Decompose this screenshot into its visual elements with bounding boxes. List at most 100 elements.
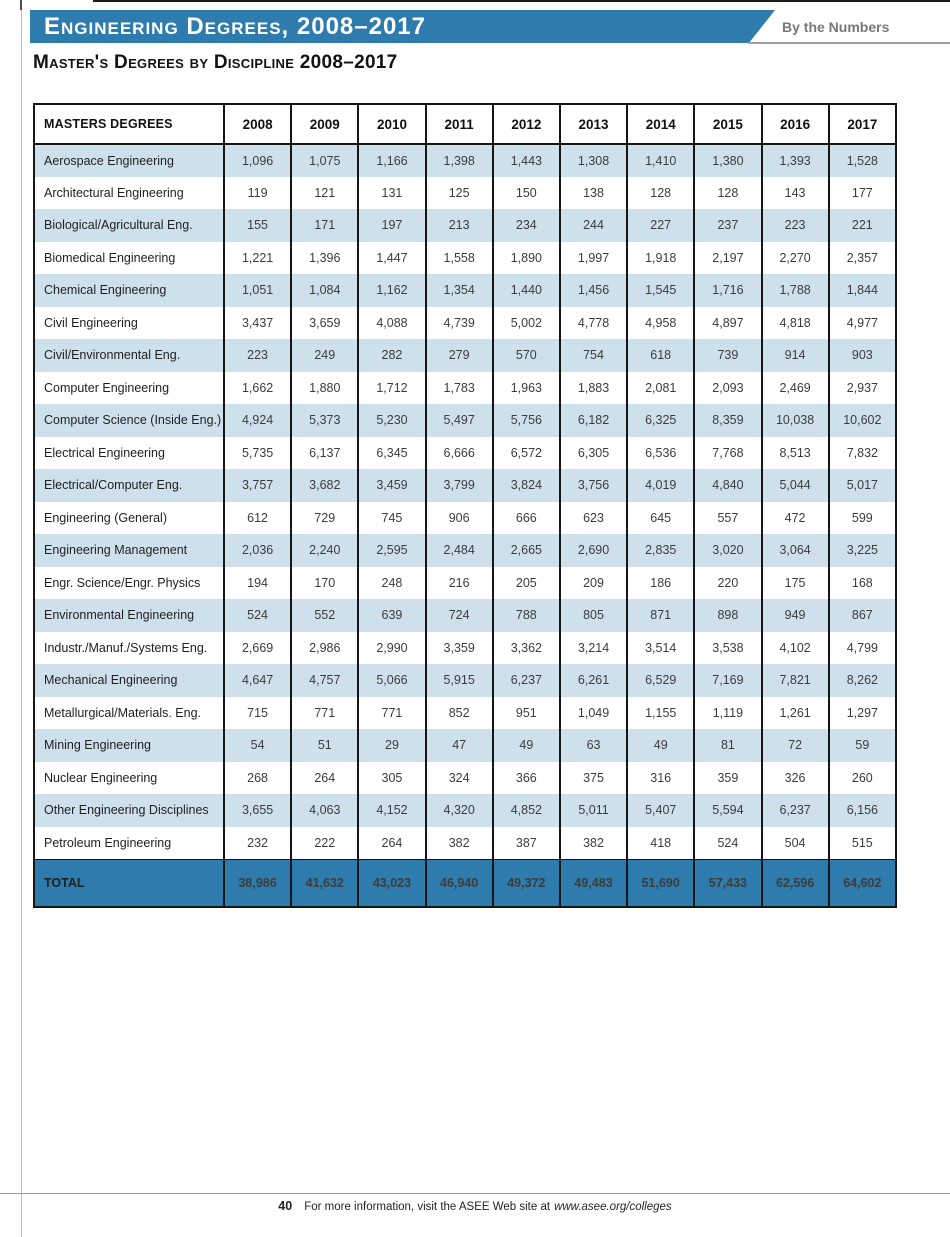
value-cell: 3,459: [357, 469, 426, 502]
year-column-header: 2016: [760, 104, 829, 145]
value-cell: 6,156: [827, 794, 896, 827]
value-cell: 5,373: [290, 404, 359, 437]
value-cell: 1,155: [626, 696, 695, 729]
value-cell: 194: [222, 566, 292, 599]
value-cell: 3,362: [491, 631, 560, 664]
section-title: Master's Degrees by Discipline 2008–2017: [33, 52, 398, 73]
value-cell: 1,410: [626, 144, 695, 177]
value-cell: 51: [290, 729, 359, 762]
value-cell: 6,325: [626, 404, 695, 437]
value-cell: 8,513: [760, 436, 829, 469]
value-cell: 949: [760, 599, 829, 632]
value-cell: 871: [626, 599, 695, 632]
discipline-label: Civil/Environmental Eng.: [34, 339, 224, 372]
total-value-cell: 49,372: [491, 858, 560, 907]
value-cell: 5,735: [222, 436, 292, 469]
value-cell: 6,182: [558, 404, 628, 437]
value-cell: 1,712: [357, 371, 426, 404]
footer-url[interactable]: www.asee.org/colleges: [554, 1201, 672, 1213]
value-cell: 1,297: [827, 696, 896, 729]
value-cell: 5,407: [626, 794, 695, 827]
value-cell: 1,221: [222, 241, 292, 274]
value-cell: 3,020: [693, 534, 762, 567]
page-footer: 40 For more information, visit the ASEE W…: [0, 1199, 950, 1213]
value-cell: 4,152: [357, 794, 426, 827]
table-row: Aerospace Engineering 1,096 1,075 1,166 1,39…: [34, 144, 896, 177]
discipline-label: Chemical Engineering: [34, 274, 224, 307]
value-cell: 418: [626, 826, 695, 859]
table-row: Mechanical Engineering 4,647 4,757 5,066 5,9…: [34, 664, 896, 697]
degrees-table-container: MASTERS DEGREES 2008 2009 2010 2011 2012 2013…: [33, 103, 897, 908]
value-cell: 2,665: [491, 534, 560, 567]
table-row: Other Engineering Disciplines 3,655 4,063 4…: [34, 794, 896, 827]
value-cell: 5,915: [424, 664, 493, 697]
value-cell: 504: [760, 826, 829, 859]
discipline-label: Metallurgical/Materials. Eng.: [44, 705, 202, 720]
value-cell: 2,270: [760, 241, 829, 274]
value-cell: 3,757: [222, 469, 292, 502]
value-cell: 10,038: [760, 404, 829, 437]
value-cell: 557: [693, 501, 762, 534]
total-value-cell: 64,602: [827, 858, 896, 907]
value-cell: 4,778: [558, 306, 628, 339]
value-cell: 2,093: [693, 371, 762, 404]
table-row: Engr. Science/Engr. Physics 194 170 248 216 2…: [34, 566, 896, 599]
value-cell: 4,799: [827, 631, 896, 664]
value-cell: 2,690: [558, 534, 628, 567]
value-cell: 771: [357, 696, 426, 729]
value-cell: 524: [222, 599, 292, 632]
value-cell: 4,320: [424, 794, 493, 827]
value-cell: 244: [558, 209, 628, 242]
value-cell: 4,840: [693, 469, 762, 502]
value-cell: 6,666: [424, 436, 493, 469]
value-cell: 4,818: [760, 306, 829, 339]
value-cell: 3,756: [558, 469, 628, 502]
value-cell: 382: [558, 826, 628, 859]
value-cell: 524: [693, 826, 762, 859]
value-cell: 221: [827, 209, 896, 242]
value-cell: 599: [827, 501, 896, 534]
value-cell: 1,354: [424, 274, 493, 307]
value-cell: 387: [491, 826, 560, 859]
value-cell: 1,084: [290, 274, 359, 307]
value-cell: 1,443: [491, 144, 560, 177]
footer-text: For more information, visit the ASEE Web…: [304, 1201, 551, 1213]
value-cell: 4,102: [760, 631, 829, 664]
year-column-header: 2011: [424, 104, 493, 145]
value-cell: 612: [222, 501, 292, 534]
value-cell: 1,119: [693, 696, 762, 729]
value-cell: 382: [424, 826, 493, 859]
value-cell: 715: [222, 696, 292, 729]
value-cell: 10,602: [827, 404, 896, 437]
value-cell: 260: [827, 761, 896, 794]
value-cell: 4,088: [357, 306, 426, 339]
value-cell: 7,169: [693, 664, 762, 697]
table-row: Environmental Engineering 524 552 639 724 788…: [34, 599, 896, 632]
value-cell: 119: [222, 176, 292, 209]
value-cell: 2,990: [357, 631, 426, 664]
value-cell: 724: [424, 599, 493, 632]
value-cell: 771: [290, 696, 359, 729]
value-cell: 1,662: [222, 371, 292, 404]
value-cell: 1,788: [760, 274, 829, 307]
value-cell: 209: [558, 566, 628, 599]
value-cell: 4,977: [827, 306, 896, 339]
total-value-cell: 49,483: [558, 858, 628, 907]
page-number: 40: [278, 1199, 293, 1213]
value-cell: 4,063: [290, 794, 359, 827]
value-cell: 754: [558, 339, 628, 372]
value-cell: 6,237: [491, 664, 560, 697]
left-margin-tick: [20, 0, 22, 10]
value-cell: 1,880: [290, 371, 359, 404]
value-cell: 150: [491, 176, 560, 209]
table-row: Architectural Engineering 119 121 131 125 150…: [34, 176, 896, 209]
value-cell: 54: [222, 729, 292, 762]
value-cell: 1,963: [491, 371, 560, 404]
total-value-cell: 38,986: [222, 858, 292, 907]
discipline-label: Engineering Management: [34, 534, 224, 567]
year-column-header: 2009: [290, 104, 359, 145]
value-cell: 121: [290, 176, 359, 209]
value-cell: 168: [827, 566, 896, 599]
value-cell: 175: [760, 566, 829, 599]
value-cell: 729: [290, 501, 359, 534]
